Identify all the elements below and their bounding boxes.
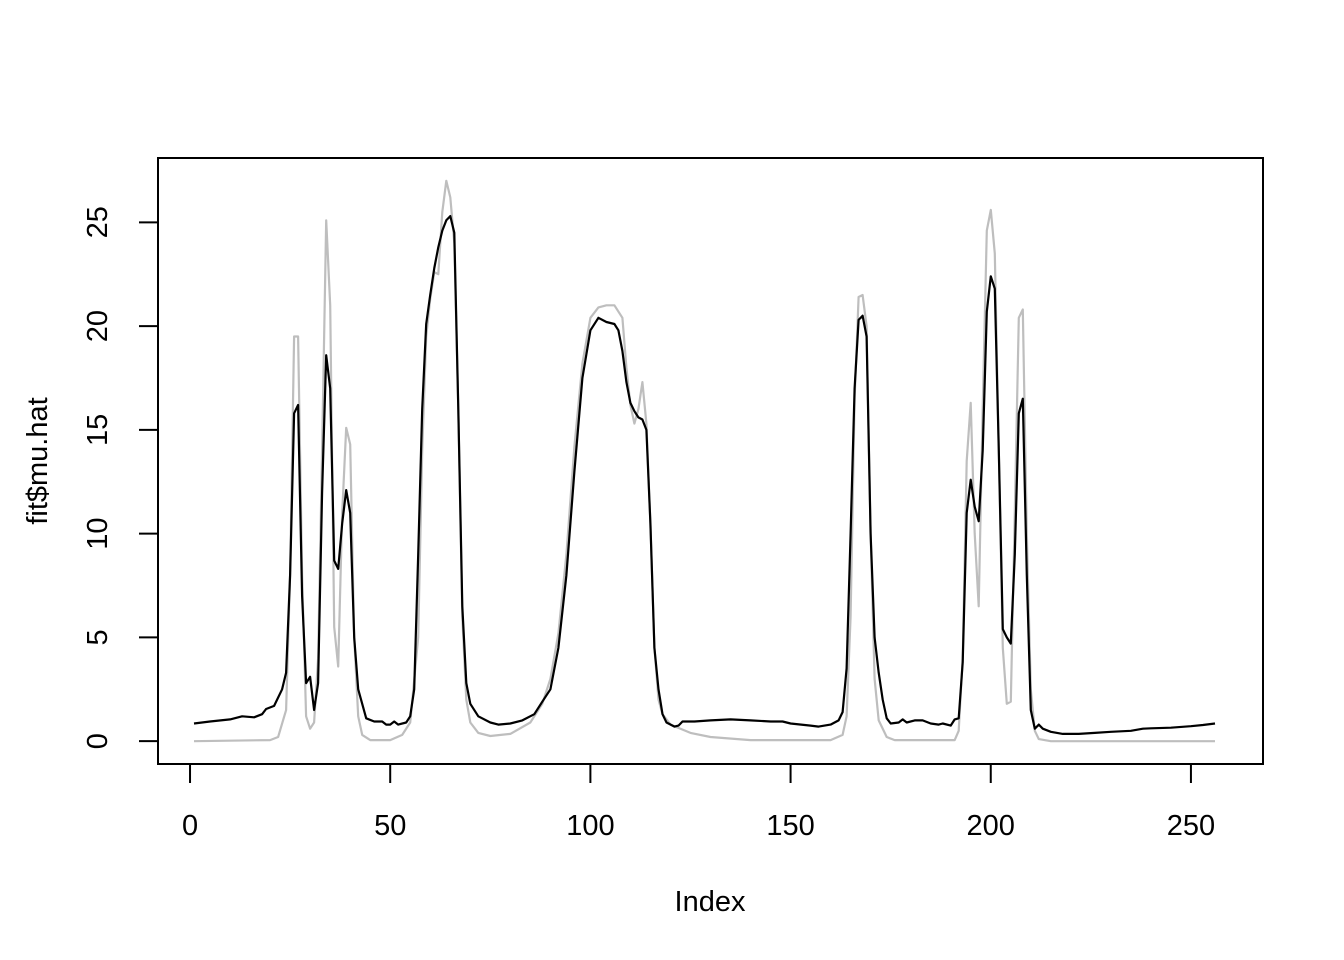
series-layer bbox=[193, 179, 1216, 743]
y-axis-title: fit$mu.hat bbox=[22, 397, 54, 524]
series-line-fit bbox=[193, 215, 1216, 736]
x-tick-label: 0 bbox=[182, 810, 198, 842]
y-tick-label: 5 bbox=[82, 629, 114, 645]
y-tick-label: 10 bbox=[82, 517, 114, 549]
x-tick-label: 150 bbox=[766, 810, 814, 842]
x-tick-label: 250 bbox=[1167, 810, 1215, 842]
x-axis: 0 50 100 150 200 250 bbox=[182, 763, 1215, 842]
x-tick-label: 100 bbox=[566, 810, 614, 842]
series-line-true-mean bbox=[193, 179, 1215, 743]
y-tick-label: 15 bbox=[82, 414, 114, 446]
x-tick-label: 50 bbox=[374, 810, 406, 842]
y-tick-label: 0 bbox=[82, 733, 114, 749]
x-tick-label: 200 bbox=[967, 810, 1015, 842]
y-tick-label: 25 bbox=[82, 206, 114, 238]
y-axis: 0 5 10 15 20 25 bbox=[82, 206, 159, 749]
x-axis-title: Index bbox=[675, 886, 746, 918]
y-tick-label: 20 bbox=[82, 310, 114, 342]
